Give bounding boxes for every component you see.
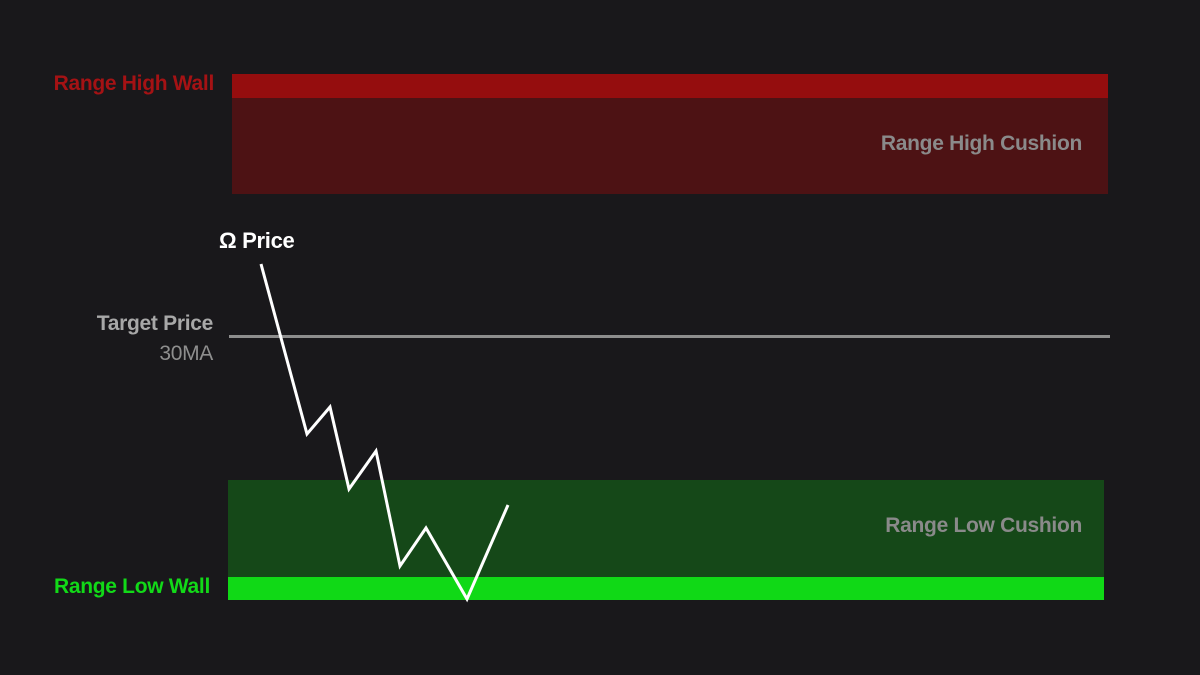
range-high-wall-band — [232, 74, 1108, 98]
range-low-cushion-band — [228, 480, 1104, 578]
range-low-cushion-label: Range Low Cushion — [885, 514, 1082, 537]
target-price-label: Target Price — [96, 312, 214, 335]
range-low-wall-band — [228, 577, 1104, 600]
price-path — [259, 263, 510, 603]
range-low-wall-label: Range Low Wall — [53, 575, 210, 598]
target-ma-label: 30MA — [159, 342, 213, 365]
range-high-cushion-label: Range High Cushion — [880, 132, 1082, 155]
range-high-cushion-band — [232, 98, 1108, 194]
range-high-wall-label: Range High Wall — [53, 72, 215, 95]
target-price-line — [229, 335, 1110, 338]
price-label: Ω Price — [219, 228, 295, 253]
